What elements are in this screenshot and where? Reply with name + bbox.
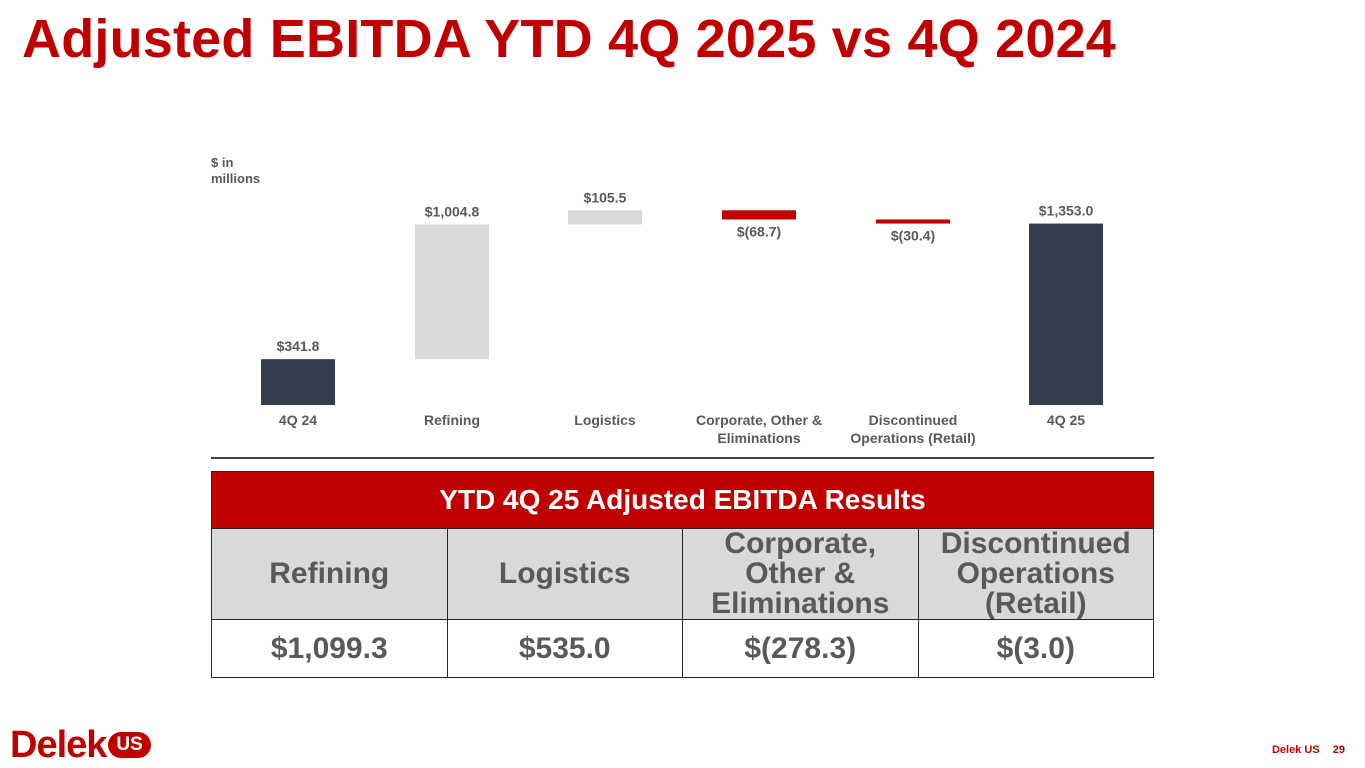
bar-2 [568, 210, 642, 225]
category-label: Discontinued [869, 412, 958, 428]
bar-value-label: $341.8 [277, 338, 320, 354]
category-label: Logistics [574, 412, 636, 428]
unit-label: $ in millions [211, 155, 261, 186]
category-label: Operations (Retail) [850, 430, 975, 446]
bar-value-label: $(68.7) [737, 223, 781, 239]
col-header-line: Other & [745, 557, 856, 590]
footer-company: Delek US [1271, 744, 1320, 756]
results-table: YTD 4Q 25 Adjusted EBITDA Results Refini… [211, 471, 1154, 678]
waterfall-chart: $341.8 4Q 24 $1,004.8 Refining $105.5 Logisti… [261, 189, 1103, 446]
category-label: Corporate, Other & [696, 412, 822, 428]
value-logistics: $535.0 [446, 619, 683, 678]
value-refining: $1,099.3 [211, 619, 448, 678]
value-corporate: $(278.3) [682, 619, 919, 678]
divider-line [211, 457, 1154, 459]
col-header-line: Corporate, [724, 527, 877, 560]
col-header-logistics: Logistics [446, 528, 683, 620]
category-label: 4Q 25 [1047, 412, 1085, 428]
col-header-line: Refining [269, 557, 390, 590]
bar-1 [415, 224, 489, 360]
col-header-corporate: Corporate, Other & Eliminations [682, 527, 919, 620]
bar-value-label: $1,353.0 [1039, 203, 1094, 219]
bar-4 [876, 219, 950, 224]
footer: Delek US 29 [1272, 744, 1345, 756]
category-label: Refining [424, 412, 480, 428]
category-label: Eliminations [717, 430, 800, 446]
col-header-refining: Refining [211, 528, 448, 620]
col-header-line: Logistics [498, 557, 631, 590]
col-header-line: Eliminations [711, 587, 890, 620]
logo-wordmark: Delek [10, 724, 107, 766]
category-label: 4Q 24 [279, 412, 317, 428]
bar-0 [261, 359, 335, 405]
company-logo: Delek US [10, 726, 151, 764]
bar-value-label: $1,004.8 [425, 203, 480, 219]
col-header-line: (Retail) [984, 587, 1087, 620]
page-number: 29 [1332, 744, 1345, 756]
col-header-discontinued: Discontinued Operations (Retail) [917, 527, 1154, 620]
bar-5 [1029, 223, 1103, 405]
results-table-header: YTD 4Q 25 Adjusted EBITDA Results [211, 471, 1154, 529]
value-discontinued: $(3.0) [917, 619, 1154, 678]
bar-value-label: $105.5 [584, 189, 627, 205]
col-header-line: Operations [956, 557, 1115, 590]
page-title: Adjusted EBITDA YTD 4Q 2025 vs 4Q 2024 [22, 9, 1117, 69]
col-header-line: Discontinued [940, 527, 1131, 560]
logo-badge: US [108, 732, 151, 758]
bar-3 [722, 210, 796, 220]
bar-value-label: $(30.4) [891, 228, 935, 244]
